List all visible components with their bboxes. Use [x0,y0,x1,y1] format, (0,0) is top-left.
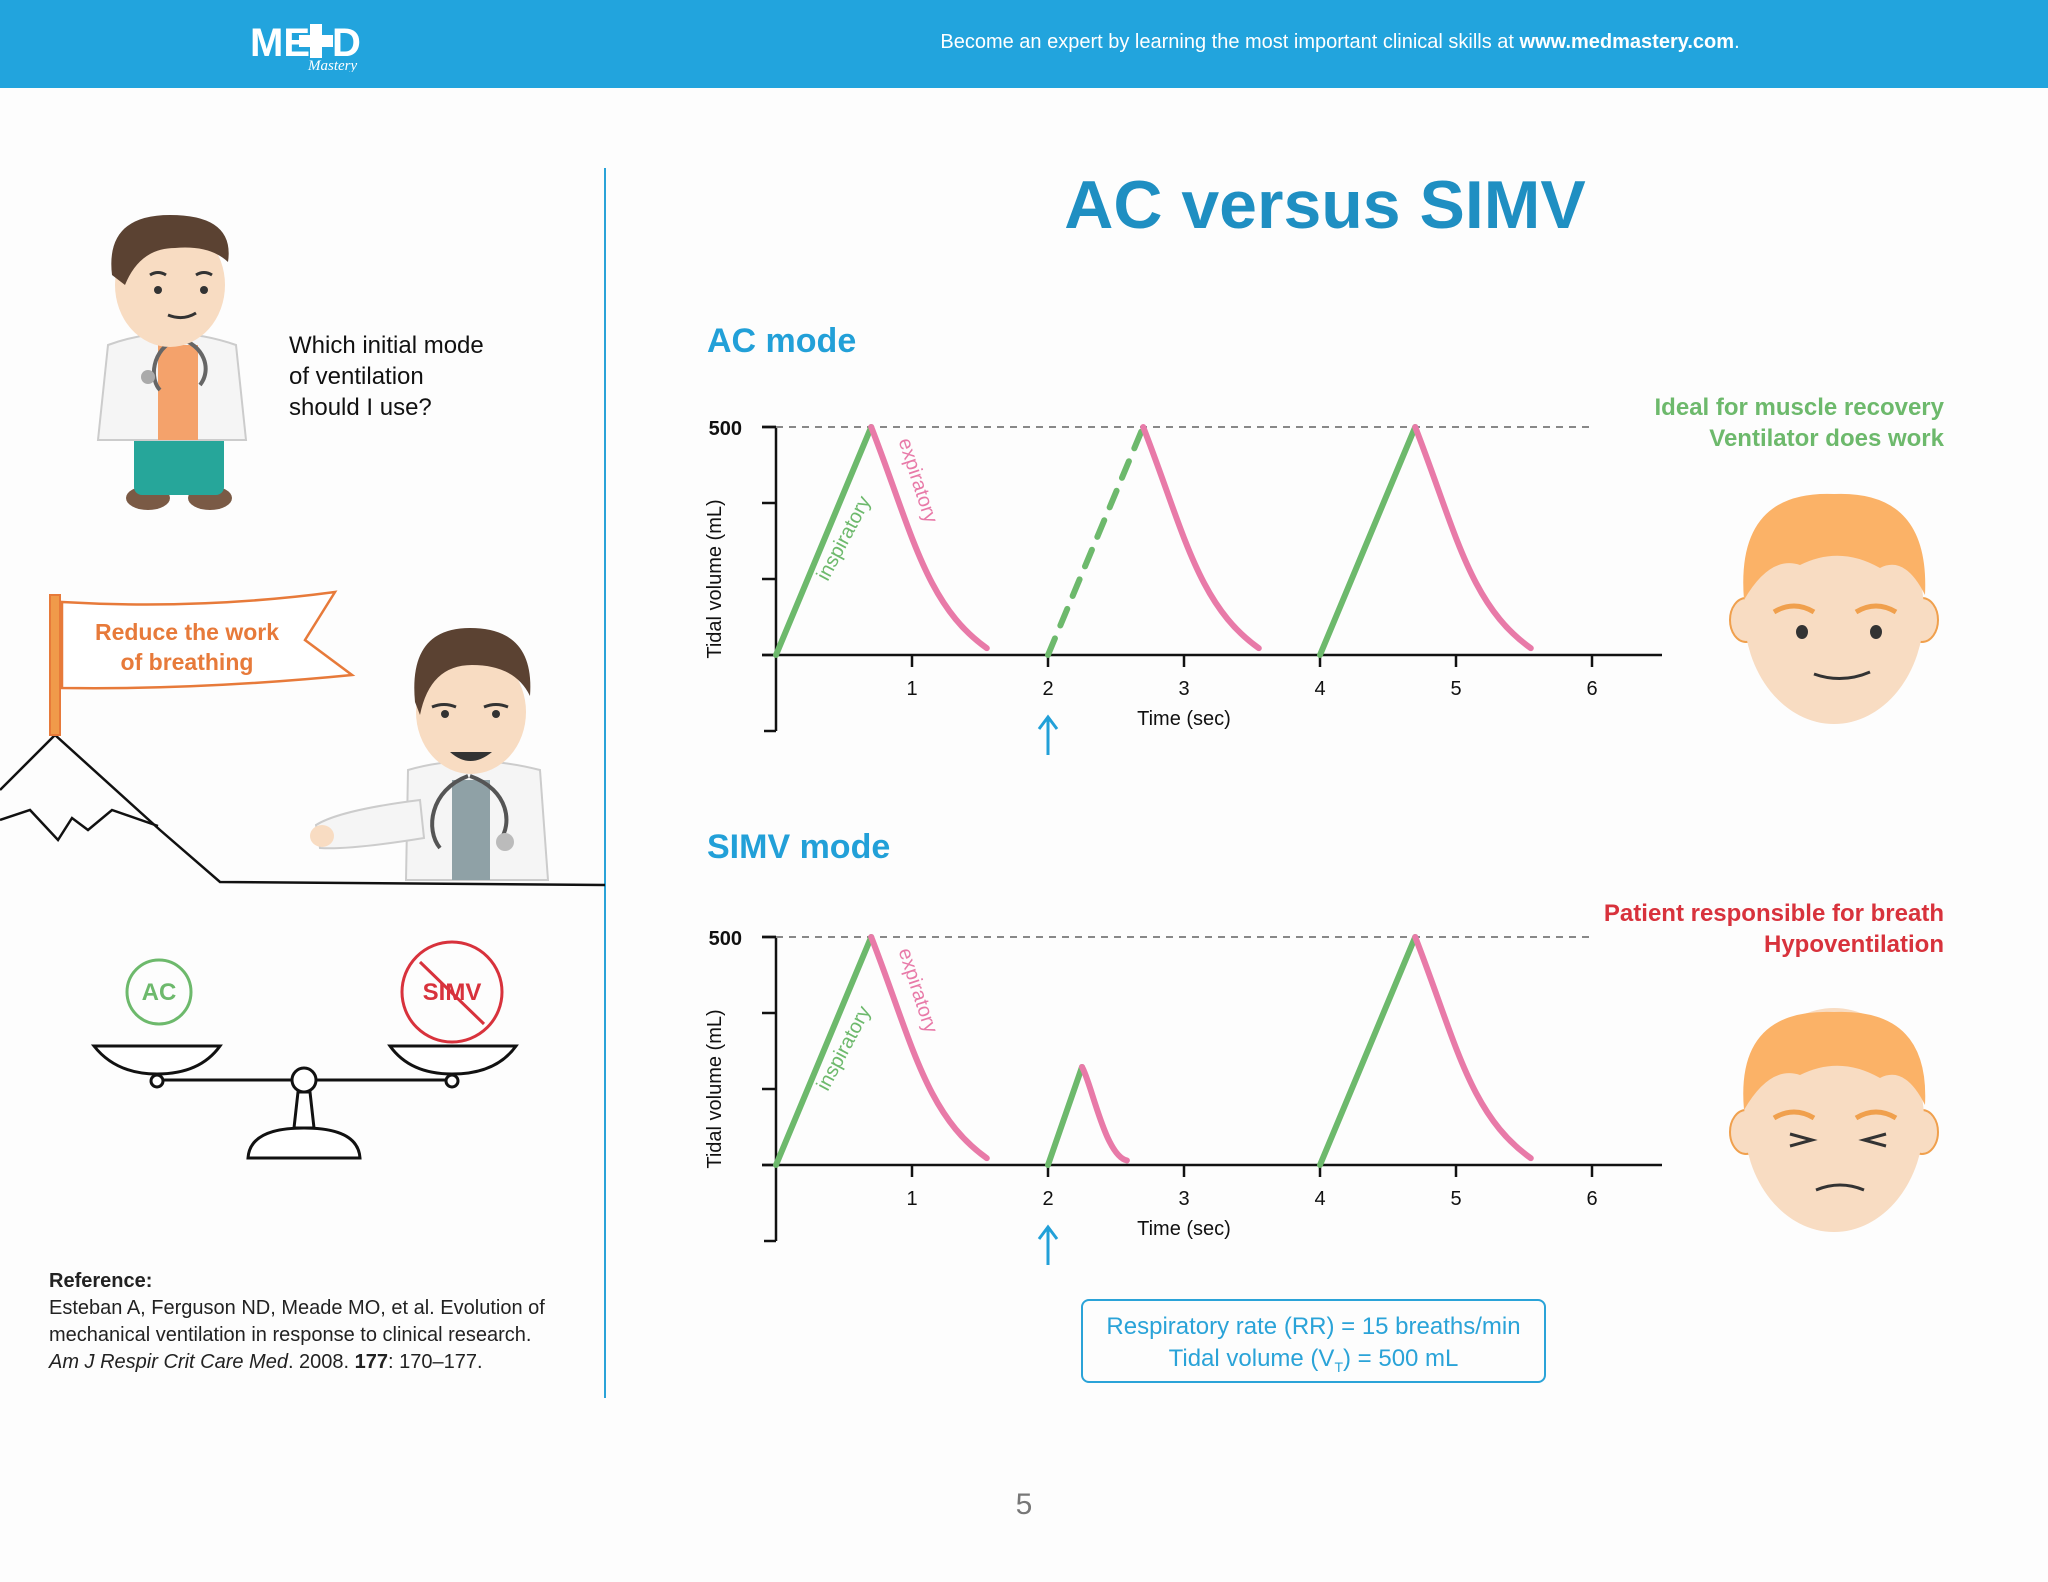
scale-simv-label: SIMV [423,979,482,1006]
mountain-flag-illustration: Reduce the work of breathing [0,590,606,887]
x-tick-label: 5 [1450,678,1461,700]
medmastery-logo: ME D Mastery [250,21,361,72]
inspiratory-segment [773,424,875,658]
inspiratory-segment [1045,1063,1085,1168]
inspiratory-segment [1317,934,1419,1168]
y-axis-label: Tidal volume (mL) [704,1009,726,1168]
scale-ac-label: AC [142,979,177,1006]
reference-block: Reference: Esteban A, Ferguson ND, Meade… [49,1270,545,1373]
x-tick-label: 6 [1586,678,1597,700]
expiratory-segment [1140,424,1262,652]
expiratory-segment [868,424,990,652]
happy-face-icon [1729,493,1939,724]
inspiratory-segment [773,934,875,1168]
balance-scale-illustration: AC SIMV [90,940,519,1160]
tidal-volume-text: Tidal volume (VT) = 500 mL [1168,1345,1459,1375]
x-tick-label: 5 [1450,1188,1461,1210]
ac-notes: Ideal for muscle recovery Ventilator doe… [1654,394,1944,452]
tired-face-icon [1729,1008,1939,1232]
svg-text:Mastery: Mastery [307,58,357,72]
simv-mode-heading: SIMV mode [707,828,891,866]
svg-text:Reduce the work: Reduce the work [95,619,279,645]
x-axis-label: Time (sec) [1137,1218,1231,1240]
x-tick-label: 1 [906,1188,917,1210]
x-tick-label: 4 [1314,678,1325,700]
expiratory-segment [868,934,990,1162]
svg-text:of breathing: of breathing [121,649,254,675]
inspiratory-segment [1045,424,1147,658]
expiratory-segment [1412,424,1534,652]
expiratory-segment [1412,934,1534,1162]
svg-text:D: D [332,21,361,65]
header-banner: ME D Mastery Become an expert by learnin… [0,0,2048,88]
ac-mode-heading: AC mode [707,322,857,360]
question-text: Which initial mode of ventilation should… [289,332,484,421]
header-tagline: Become an expert by learning the most im… [940,31,1740,53]
inspiratory-segment [1317,424,1419,658]
arrow-head-icon [1037,714,1059,730]
doctor-pointing-illustration [310,628,550,881]
expiratory-segment [1079,1063,1130,1164]
y-tick-label-500: 500 [709,418,742,440]
x-tick-label: 6 [1586,1188,1597,1210]
y-axis-label: Tidal volume (mL) [704,499,726,658]
page-title: AC versus SIMV [1064,167,1586,243]
x-tick-label: 4 [1314,1188,1325,1210]
arrow-head-icon [1037,1224,1059,1240]
x-tick-label: 2 [1042,1188,1053,1210]
x-tick-label: 2 [1042,678,1053,700]
y-tick-label-500: 500 [709,928,742,950]
simv-notes: Patient responsible for breath Hypoventi… [1603,900,1944,958]
x-tick-label: 3 [1178,678,1189,700]
website-link[interactable]: www.medmastery.com [1519,31,1735,53]
x-tick-label: 1 [906,678,917,700]
x-axis-label: Time (sec) [1137,708,1231,730]
page-number: 5 [1015,1488,1033,1521]
column-divider [604,168,606,1398]
parameters-box: Respiratory rate (RR) = 15 breaths/min T… [1081,1299,1546,1383]
x-tick-label: 3 [1178,1188,1189,1210]
doctor-standing-illustration [96,215,248,510]
respiratory-rate-text: Respiratory rate (RR) = 15 breaths/min [1106,1313,1521,1340]
